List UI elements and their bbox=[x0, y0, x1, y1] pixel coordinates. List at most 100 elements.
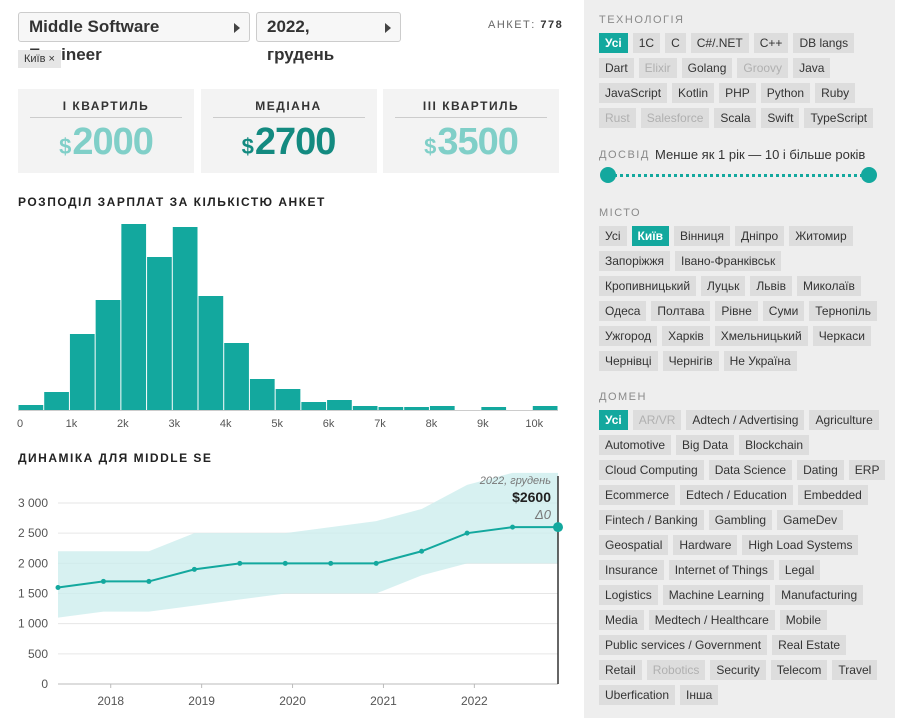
tag[interactable]: Полтава bbox=[651, 301, 711, 321]
tag[interactable]: Geospatial bbox=[599, 535, 669, 555]
tag[interactable]: Кропивницький bbox=[599, 276, 697, 296]
tag[interactable]: Big Data bbox=[676, 435, 735, 455]
tag[interactable]: TypeScript bbox=[804, 108, 874, 128]
tag[interactable]: Logistics bbox=[599, 585, 658, 605]
tag[interactable]: Travel bbox=[832, 660, 878, 680]
tag-row: Geospatial Hardware High Load Systems bbox=[599, 535, 885, 555]
tag[interactable]: Retail bbox=[599, 660, 642, 680]
tag[interactable]: Media bbox=[599, 610, 644, 630]
tag[interactable]: Dating bbox=[797, 460, 844, 480]
tag[interactable]: AR/VR bbox=[632, 410, 682, 430]
tag[interactable]: Усі bbox=[599, 226, 627, 246]
tag[interactable]: Івано-Франківськ bbox=[675, 251, 782, 271]
tag[interactable]: Запоріжжя bbox=[599, 251, 670, 271]
tag[interactable]: Data Science bbox=[708, 460, 793, 480]
tag[interactable]: C++ bbox=[753, 33, 789, 53]
tag[interactable]: Ecommerce bbox=[599, 485, 676, 505]
tag[interactable]: Golang bbox=[681, 58, 733, 78]
tag[interactable]: Java bbox=[793, 58, 831, 78]
slider-handle-max[interactable] bbox=[861, 167, 877, 183]
tag[interactable]: Хмельницький bbox=[714, 326, 808, 346]
tag[interactable]: Gambling bbox=[708, 510, 773, 530]
filter-tag[interactable]: Київ × bbox=[18, 50, 61, 68]
tag[interactable]: JavaScript bbox=[599, 83, 668, 103]
tag[interactable]: Edtech / Education bbox=[680, 485, 793, 505]
tag[interactable]: Тернопіль bbox=[809, 301, 877, 321]
tag[interactable]: C#/.NET bbox=[690, 33, 749, 53]
tag[interactable]: Mobile bbox=[779, 610, 828, 630]
responses: АНКЕТ: 778 bbox=[488, 19, 563, 31]
tag[interactable]: Миколаїв bbox=[796, 276, 861, 296]
tag[interactable]: Groovy bbox=[737, 58, 789, 78]
tag[interactable]: Львів bbox=[750, 276, 792, 296]
tag[interactable]: Insurance bbox=[599, 560, 664, 580]
tag[interactable]: Дніпро bbox=[734, 226, 785, 246]
tag[interactable]: Черкаси bbox=[812, 326, 871, 346]
tag[interactable]: Elixir bbox=[638, 58, 677, 78]
tag-row: JavaScript Kotlin PHP Python Ruby bbox=[599, 83, 873, 103]
tag[interactable]: Public services / Government bbox=[599, 635, 768, 655]
tag[interactable]: GameDev bbox=[777, 510, 844, 530]
range-band bbox=[58, 472, 558, 618]
tag[interactable]: Ruby bbox=[815, 83, 856, 103]
stat-currency: $ bbox=[424, 134, 436, 159]
tag-row: Запоріжжя Івано-Франківськ bbox=[599, 251, 877, 271]
tag[interactable]: Чернівці bbox=[599, 351, 658, 371]
tag[interactable]: Київ bbox=[631, 226, 669, 246]
position-dropdown[interactable]: Middle Software Engineer bbox=[18, 12, 250, 64]
tag[interactable]: Robotics bbox=[646, 660, 706, 680]
stat-currency: $ bbox=[59, 134, 71, 159]
point bbox=[328, 560, 334, 566]
period-dropdown[interactable]: 2022, грудень bbox=[256, 12, 401, 64]
tag[interactable]: Rust bbox=[599, 108, 636, 128]
tag[interactable]: Medtech / Healthcare bbox=[648, 610, 775, 630]
tag[interactable]: Харків bbox=[662, 326, 710, 346]
tag[interactable]: Ужгород bbox=[599, 326, 658, 346]
tag[interactable]: Hardware bbox=[673, 535, 738, 555]
tag[interactable]: Kotlin bbox=[672, 83, 715, 103]
tag[interactable]: Чернігів bbox=[662, 351, 719, 371]
tag[interactable]: ERP bbox=[848, 460, 886, 480]
tag[interactable]: DB langs bbox=[793, 33, 855, 53]
tag[interactable]: Рівне bbox=[715, 301, 758, 321]
stat-rule bbox=[212, 117, 365, 118]
tag[interactable]: Uberfication bbox=[599, 685, 676, 705]
tag[interactable]: Луцьк bbox=[701, 276, 746, 296]
slider-handle-min[interactable] bbox=[600, 167, 616, 183]
tag[interactable]: Вінниця bbox=[673, 226, 730, 246]
tag[interactable]: Житомир bbox=[789, 226, 853, 246]
tag[interactable]: Одеса bbox=[599, 301, 647, 321]
tag[interactable]: Legal bbox=[778, 560, 821, 580]
bar bbox=[404, 407, 429, 410]
tag[interactable]: PHP bbox=[719, 83, 756, 103]
tag[interactable]: Суми bbox=[762, 301, 805, 321]
tag[interactable]: Blockchain bbox=[739, 435, 810, 455]
bar bbox=[429, 406, 455, 410]
tag[interactable]: Automotive bbox=[599, 435, 672, 455]
tag[interactable]: C bbox=[665, 33, 686, 53]
tag[interactable]: Security bbox=[710, 660, 766, 680]
tag[interactable]: Adtech / Advertising bbox=[686, 410, 805, 430]
tag[interactable]: High Load Systems bbox=[742, 535, 859, 555]
tag-row: Усі 1C C C#/.NET C++ DB langs bbox=[599, 33, 873, 53]
tag[interactable]: Dart bbox=[599, 58, 634, 78]
point bbox=[510, 524, 516, 530]
tag[interactable]: Salesforce bbox=[640, 108, 710, 128]
tag[interactable]: Scala bbox=[714, 108, 757, 128]
tag[interactable]: Swift bbox=[761, 108, 800, 128]
tag[interactable]: Manufacturing bbox=[775, 585, 864, 605]
tag[interactable]: Machine Learning bbox=[662, 585, 771, 605]
tag[interactable]: Python bbox=[760, 83, 811, 103]
tag[interactable]: Embedded bbox=[797, 485, 868, 505]
tag[interactable]: Fintech / Banking bbox=[599, 510, 704, 530]
tag[interactable]: Усі bbox=[599, 410, 628, 430]
tag[interactable]: Telecom bbox=[770, 660, 828, 680]
tag[interactable]: Real Estate bbox=[772, 635, 847, 655]
tag[interactable]: 1C bbox=[632, 33, 661, 53]
tag[interactable]: Agriculture bbox=[809, 410, 879, 430]
tag[interactable]: Інша bbox=[680, 685, 719, 705]
tag[interactable]: Не Україна bbox=[723, 351, 797, 371]
tag[interactable]: Усі bbox=[599, 33, 628, 53]
tag[interactable]: Cloud Computing bbox=[599, 460, 704, 480]
tag[interactable]: Internet of Things bbox=[668, 560, 774, 580]
